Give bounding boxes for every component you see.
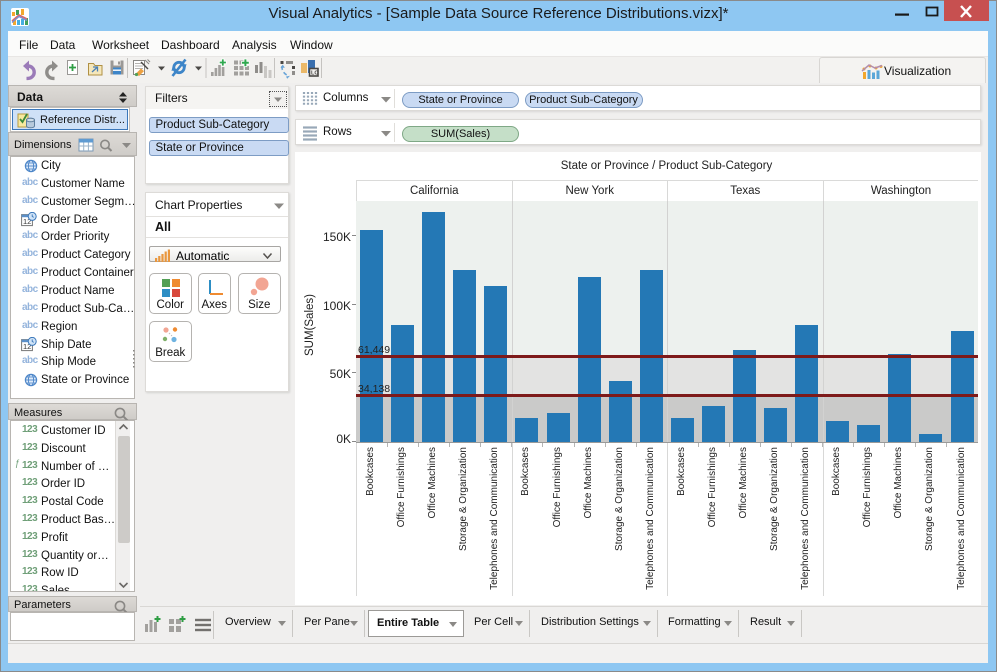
svg-text:12: 12 (23, 342, 31, 351)
svg-text:LO: LO (311, 71, 319, 77)
svg-text:12: 12 (23, 217, 31, 226)
